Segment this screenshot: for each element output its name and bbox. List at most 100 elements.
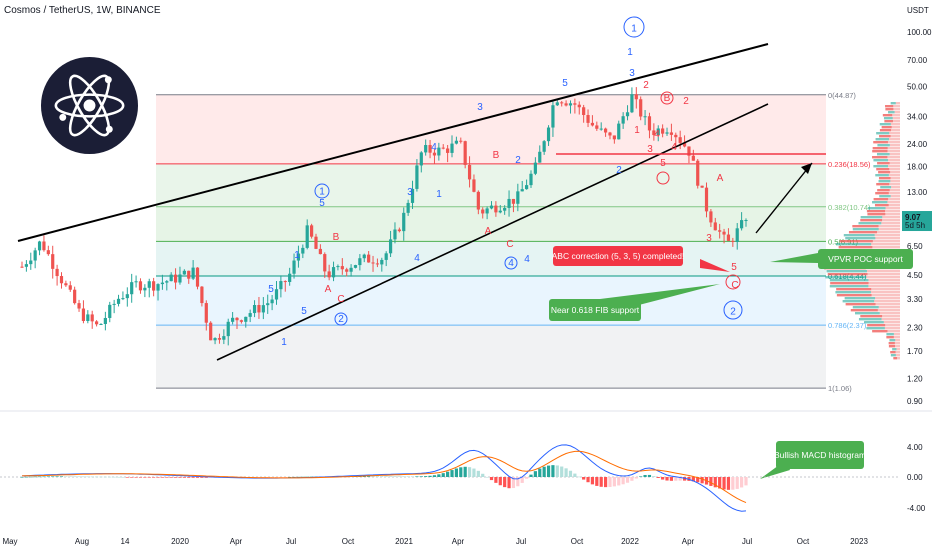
candle-body — [55, 268, 59, 277]
fib-level-label: 0.382(10.74) — [828, 203, 871, 212]
macd-histogram-bar — [437, 474, 441, 477]
candle-body — [634, 94, 638, 100]
candle-body — [700, 185, 704, 188]
candle-body — [599, 128, 603, 130]
candle-body — [270, 299, 274, 304]
candle-body — [204, 303, 208, 323]
volume-profile-bar — [879, 195, 891, 198]
macd-histogram-bar — [454, 468, 458, 477]
projection-arrowhead — [801, 163, 812, 174]
price-tick-label: 70.00 — [907, 56, 928, 65]
wave-label: 4 — [671, 142, 677, 153]
volume-profile-bar — [871, 294, 900, 297]
price-tick-label: 13.00 — [907, 188, 928, 197]
candle-body — [582, 107, 586, 116]
macd-histogram-bar — [81, 476, 86, 478]
macd-histogram-bar — [33, 476, 37, 478]
time-tick-label: Oct — [342, 537, 355, 546]
volume-profile-bar — [889, 189, 900, 192]
volume-profile-bar — [882, 315, 900, 318]
macd-histogram-bar — [577, 476, 581, 478]
macd-histogram-bar — [511, 477, 516, 489]
candle-body — [134, 281, 138, 283]
volume-profile-bar — [879, 135, 891, 138]
volume-profile-bar — [888, 345, 895, 348]
volume-profile-bar — [888, 198, 900, 201]
wave-label: 5 — [268, 284, 274, 295]
candle-body — [718, 230, 722, 232]
time-tick-label: Jul — [516, 537, 526, 546]
volume-profile-bar — [838, 246, 873, 249]
macd-histogram-bar — [529, 474, 533, 477]
candle-body — [266, 303, 270, 306]
trendlines[interactable] — [17, 43, 826, 361]
volume-profile-bar — [858, 318, 882, 321]
time-tick-label: Apr — [682, 537, 695, 546]
macd-histogram-bar — [288, 476, 292, 478]
volume-profile-bar — [870, 291, 900, 294]
candle-body — [191, 267, 195, 279]
candle-body — [257, 305, 261, 313]
macd-histogram-bar — [599, 477, 603, 487]
macd-histogram-bar — [595, 477, 599, 486]
price-axis[interactable]: 100.0070.0050.0034.0024.0018.0013.009.30… — [902, 6, 932, 406]
candle-body — [349, 267, 353, 272]
macd-histogram-bar — [647, 474, 652, 477]
macd-histogram-bar — [546, 465, 551, 477]
volume-profile-bar — [852, 228, 879, 231]
candle-body — [108, 304, 112, 318]
volume-profile-bar — [872, 147, 888, 150]
wave-label: 1 — [634, 125, 640, 136]
candle-body — [560, 102, 564, 104]
macd-histogram-bar — [371, 476, 375, 477]
upper-trendline — [17, 43, 769, 242]
price-tick-label: 50.00 — [907, 82, 928, 91]
macd-histogram-bar — [51, 476, 55, 478]
volume-profile-bar — [866, 210, 886, 213]
macd-histogram-bar — [59, 476, 64, 477]
volume-profile-bar — [843, 234, 875, 237]
candle-body — [358, 258, 362, 266]
volume-profile-bar — [848, 231, 878, 234]
time-axis[interactable]: May Aug 14 2020 Apr Jul Oct 2021 Apr Jul Oct 2022 Ap… — [2, 537, 868, 546]
volume-profile-bar — [836, 288, 872, 291]
macd-histogram-bar — [538, 468, 542, 477]
volume-profile-bar — [895, 354, 900, 357]
wave-label: A — [717, 173, 724, 184]
candle-body — [103, 317, 107, 325]
macd-histogram-bar — [410, 476, 415, 478]
wave-label: 5 — [562, 78, 568, 89]
wave-label: 2 — [338, 314, 344, 325]
volume-profile-bar — [886, 333, 894, 336]
price-tick-label: 0.90 — [907, 397, 923, 406]
candle-body — [130, 282, 134, 295]
callout-pointer — [700, 259, 730, 272]
macd-histogram-bar — [634, 477, 638, 479]
volume-profile-bar — [888, 111, 895, 114]
macd-tick-label: 4.00 — [907, 443, 923, 452]
candle-body — [621, 116, 625, 124]
volume-profile-bar — [864, 321, 884, 324]
volume-profile-bar — [890, 135, 900, 138]
macd-histogram-bar — [731, 477, 735, 490]
callout-pointer — [770, 253, 818, 263]
candle-body — [222, 336, 226, 340]
candle-body — [590, 122, 595, 126]
candle-body — [612, 135, 616, 140]
volume-profile-bar — [895, 339, 900, 342]
volume-profile-bar — [892, 120, 900, 123]
candle-body — [538, 151, 542, 163]
chart-title: Cosmos / TetherUS, 1W, BINANCE — [4, 5, 161, 16]
macd-histogram-bar — [29, 476, 33, 478]
candle-body — [94, 321, 99, 325]
macd-histogram-bar — [42, 476, 46, 478]
volume-profile-bar — [887, 156, 900, 159]
candle-body — [652, 130, 656, 136]
candle-body — [691, 155, 695, 161]
macd-tick-label: -4.00 — [907, 504, 926, 513]
macd-histogram-bar — [603, 477, 608, 488]
candle-body — [112, 303, 116, 305]
macd-histogram-bar — [586, 477, 590, 483]
candle-body — [617, 123, 621, 140]
